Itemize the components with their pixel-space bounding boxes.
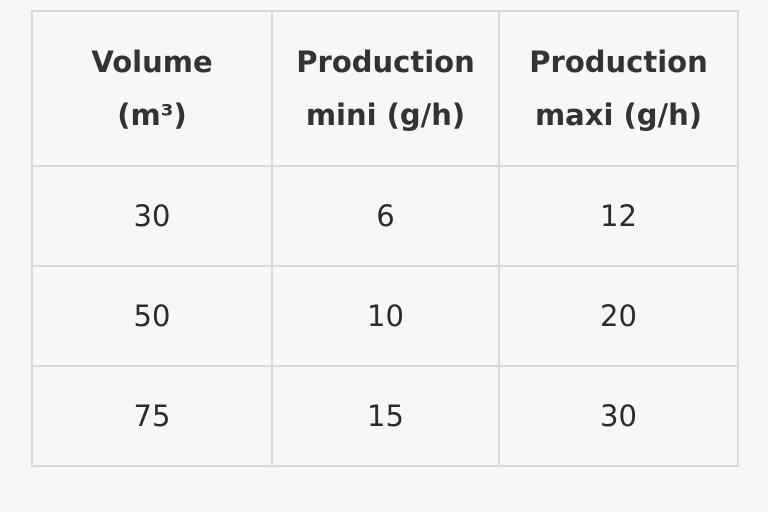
header-cell: Production mini (g/h) — [271, 10, 500, 167]
cell: 12 — [498, 165, 739, 267]
cell: 30 — [31, 165, 273, 267]
header-line: mini (g/h) — [305, 97, 466, 132]
header-cell: Volume (m³) — [31, 10, 273, 167]
header-line: maxi (g/h) — [534, 97, 703, 132]
cell: 75 — [31, 365, 273, 467]
cell: 30 — [498, 365, 739, 467]
data-table: Volume (m³) Production mini (g/h) Producti… — [31, 10, 739, 467]
body-row: 75 15 30 — [31, 365, 739, 467]
header-line: Production — [529, 44, 708, 79]
cell: 15 — [271, 365, 500, 467]
header-line: Volume — [91, 44, 213, 79]
header-cell: Production maxi (g/h) — [498, 10, 739, 167]
body-row: 30 6 12 — [31, 165, 739, 267]
cell: 6 — [271, 165, 500, 267]
cell: 10 — [271, 265, 500, 367]
cell: 20 — [498, 265, 739, 367]
body-row: 50 10 20 — [31, 265, 739, 367]
header-row: Volume (m³) Production mini (g/h) Producti… — [31, 10, 739, 167]
header-line: (m³) — [117, 97, 187, 132]
header-line: Production — [296, 44, 475, 79]
cell: 50 — [31, 265, 273, 367]
